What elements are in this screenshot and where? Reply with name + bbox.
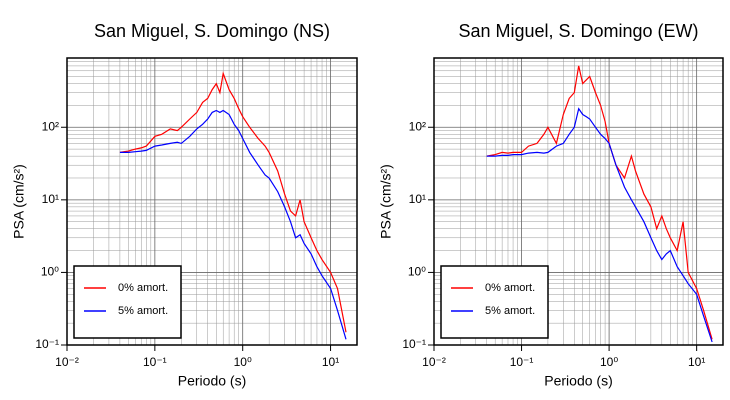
legend-box (440, 265, 549, 339)
chart-title: San Miguel, S. Domingo (EW) (458, 21, 698, 41)
series-line (119, 109, 347, 340)
y-tick-label: 10⁰ (41, 265, 59, 279)
x-tick-label: 10⁰ (234, 355, 252, 369)
y-tick-label: 10⁻¹ (35, 337, 59, 351)
chart-title: San Miguel, S. Domingo (NS) (94, 21, 330, 41)
y-tick-label: 10¹ (409, 192, 426, 206)
legend-label: 0% amort. (485, 282, 535, 294)
x-tick-label: 10⁻² (55, 355, 79, 369)
y-axis-label: PSA (cm/s²) (11, 164, 27, 239)
y-tick-label: 10² (42, 119, 59, 133)
y-axis-label: PSA (cm/s²) (378, 164, 394, 239)
x-tick-label: 10¹ (688, 355, 705, 369)
legend-label: 0% amort. (118, 282, 168, 294)
x-axis-label: Periodo (s) (178, 373, 246, 389)
y-tick-label: 10⁻¹ (402, 337, 426, 351)
series-line (119, 71, 347, 333)
plot-frame (66, 57, 358, 346)
x-tick-label: 10⁻² (422, 355, 446, 369)
plot-frame (433, 57, 724, 346)
series-line (486, 65, 713, 340)
legend-box (73, 265, 182, 339)
x-axis-label: Periodo (s) (544, 373, 612, 389)
y-tick-label: 10¹ (42, 192, 59, 206)
legend-label: 5% amort. (485, 305, 535, 317)
y-tick-label: 10⁰ (408, 265, 426, 279)
x-tick-label: 10⁰ (600, 355, 618, 369)
series-line (486, 107, 713, 343)
y-tick-label: 10² (409, 119, 426, 133)
x-tick-label: 10¹ (322, 355, 339, 369)
x-tick-label: 10⁻¹ (510, 355, 534, 369)
x-tick-label: 10⁻¹ (143, 355, 167, 369)
legend-label: 5% amort. (118, 305, 168, 317)
